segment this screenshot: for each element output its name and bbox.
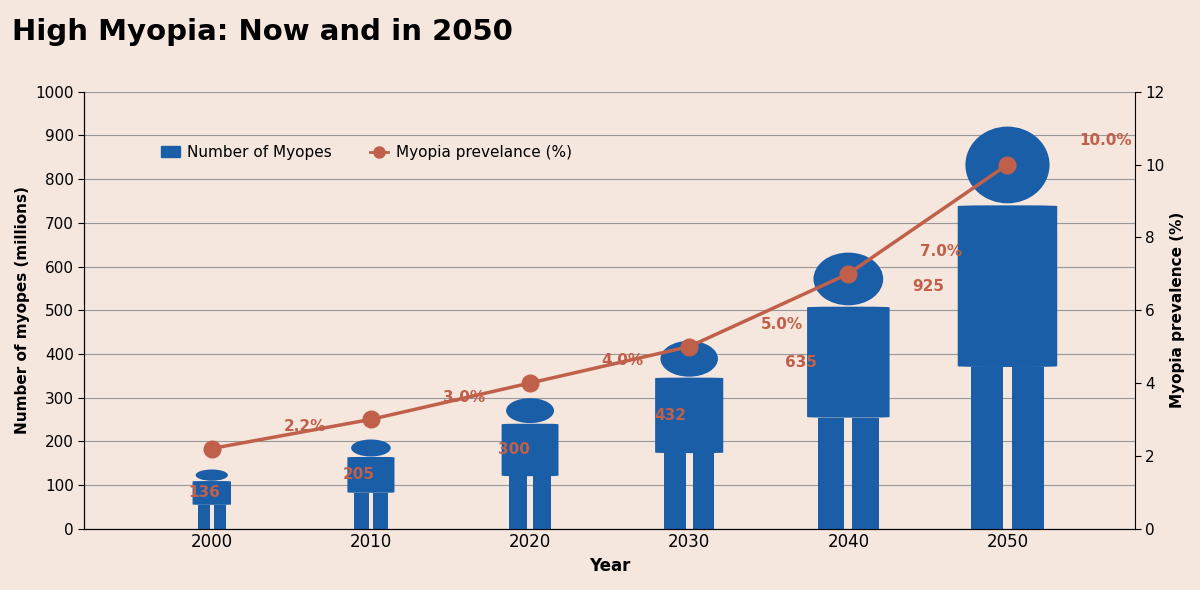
FancyBboxPatch shape — [347, 457, 395, 493]
Text: 5.0%: 5.0% — [761, 317, 803, 332]
Bar — [533, 476, 551, 529]
Text: 136: 136 — [188, 486, 220, 500]
Text: 432: 432 — [654, 408, 686, 423]
FancyBboxPatch shape — [808, 307, 889, 418]
Text: 925: 925 — [912, 278, 944, 294]
Text: 300: 300 — [498, 442, 530, 457]
Bar — [818, 418, 845, 529]
Text: 10.0%: 10.0% — [1079, 133, 1132, 148]
Ellipse shape — [352, 440, 391, 457]
Ellipse shape — [965, 127, 1050, 204]
Text: 205: 205 — [342, 467, 374, 483]
FancyBboxPatch shape — [502, 424, 558, 476]
Ellipse shape — [196, 470, 228, 481]
FancyBboxPatch shape — [192, 481, 232, 505]
Bar — [214, 505, 226, 529]
Bar — [198, 505, 210, 529]
X-axis label: Year: Year — [589, 557, 630, 575]
Text: 4.0%: 4.0% — [601, 353, 643, 368]
Text: High Myopia: Now and in 2050: High Myopia: Now and in 2050 — [12, 18, 512, 45]
Bar — [509, 476, 527, 529]
Ellipse shape — [814, 253, 883, 305]
Bar — [692, 453, 714, 529]
FancyBboxPatch shape — [655, 378, 724, 453]
Bar — [664, 453, 686, 529]
Bar — [971, 367, 1002, 529]
Ellipse shape — [660, 341, 718, 376]
Bar — [373, 493, 388, 529]
Y-axis label: Myopia prevalence (%): Myopia prevalence (%) — [1170, 212, 1186, 408]
Bar — [1013, 367, 1044, 529]
Text: 2.2%: 2.2% — [283, 419, 325, 434]
Y-axis label: Number of myopes (millions): Number of myopes (millions) — [14, 186, 30, 434]
Ellipse shape — [506, 398, 554, 423]
Legend: Number of Myopes, Myopia prevelance (%): Number of Myopes, Myopia prevelance (%) — [155, 139, 578, 166]
Bar — [354, 493, 368, 529]
Text: 3.0%: 3.0% — [443, 390, 485, 405]
Bar — [852, 418, 878, 529]
Text: 7.0%: 7.0% — [920, 244, 962, 259]
Text: 635: 635 — [785, 355, 817, 370]
FancyBboxPatch shape — [958, 205, 1057, 367]
